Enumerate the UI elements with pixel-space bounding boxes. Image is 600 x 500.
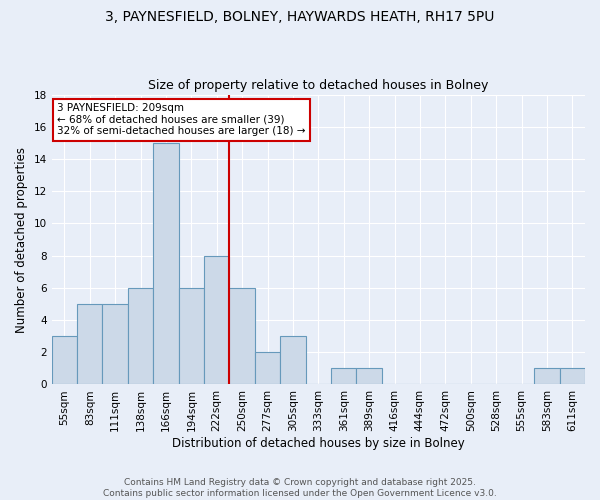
Bar bbox=[153, 143, 179, 384]
Bar bbox=[229, 288, 255, 384]
Bar bbox=[204, 256, 229, 384]
Text: 3, PAYNESFIELD, BOLNEY, HAYWARDS HEATH, RH17 5PU: 3, PAYNESFIELD, BOLNEY, HAYWARDS HEATH, … bbox=[106, 10, 494, 24]
Bar bbox=[331, 368, 356, 384]
Bar bbox=[179, 288, 204, 384]
Bar bbox=[255, 352, 280, 384]
Bar bbox=[534, 368, 560, 384]
Bar bbox=[77, 304, 103, 384]
Bar bbox=[52, 336, 77, 384]
Y-axis label: Number of detached properties: Number of detached properties bbox=[15, 146, 28, 332]
Bar bbox=[103, 304, 128, 384]
Text: 3 PAYNESFIELD: 209sqm
← 68% of detached houses are smaller (39)
32% of semi-deta: 3 PAYNESFIELD: 209sqm ← 68% of detached … bbox=[57, 104, 305, 136]
Bar bbox=[280, 336, 305, 384]
Bar bbox=[560, 368, 585, 384]
X-axis label: Distribution of detached houses by size in Bolney: Distribution of detached houses by size … bbox=[172, 437, 465, 450]
Text: Contains HM Land Registry data © Crown copyright and database right 2025.
Contai: Contains HM Land Registry data © Crown c… bbox=[103, 478, 497, 498]
Title: Size of property relative to detached houses in Bolney: Size of property relative to detached ho… bbox=[148, 79, 488, 92]
Bar bbox=[128, 288, 153, 384]
Bar bbox=[356, 368, 382, 384]
